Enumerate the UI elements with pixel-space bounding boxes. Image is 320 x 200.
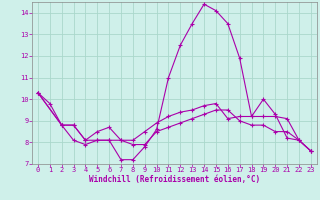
X-axis label: Windchill (Refroidissement éolien,°C): Windchill (Refroidissement éolien,°C)	[89, 175, 260, 184]
